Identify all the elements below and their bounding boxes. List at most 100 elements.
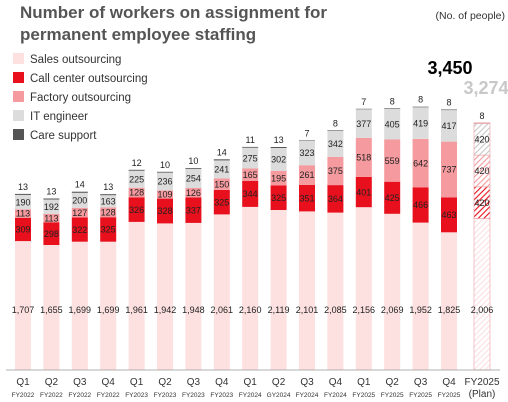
- bar-segment: [157, 171, 173, 173]
- bar-value-label: 8: [418, 95, 423, 105]
- bar-segment: [185, 222, 202, 370]
- x-axis: Q1 FY2022 Q2 FY2022 Q3 FY2022 Q4 FY2022 Q1 FY2023…: [6, 369, 500, 400]
- bar-value-label: 1,699: [97, 305, 120, 315]
- bar-value-label: 7: [304, 128, 309, 138]
- x-tick-sublabel: FY2025: [352, 392, 375, 399]
- x-tick-label: Q3: [187, 377, 201, 388]
- bar-value-label: 261: [299, 170, 314, 180]
- x-tick-label: Q4: [102, 377, 116, 388]
- bar-segment: [242, 147, 259, 169]
- bar-segment: [213, 160, 230, 179]
- bar-value-label: 1,707: [12, 305, 35, 315]
- bar-value-label: 1,825: [438, 305, 461, 315]
- x-tick-sublabel: (Plan): [469, 389, 496, 400]
- x-tick-label: Q1: [357, 377, 371, 388]
- bar-value-label: 298: [44, 229, 59, 239]
- bar-segment: [100, 241, 117, 370]
- legend-swatch: [13, 53, 24, 64]
- bar-value-label: 13: [274, 135, 284, 145]
- total-label: 3,450: [427, 58, 472, 78]
- x-tick-label: Q2: [272, 377, 286, 388]
- bar-value-label: 344: [243, 189, 258, 199]
- bar-segment: [128, 169, 145, 171]
- bar-value-label: 14: [217, 147, 227, 157]
- bar-value-label: 401: [356, 187, 371, 197]
- bar-segment: [441, 110, 457, 142]
- x-tick-label: Q2: [158, 377, 172, 388]
- bar-segment: [15, 209, 31, 218]
- bar-segment: [100, 207, 117, 218]
- unit-label: (No. of people): [436, 10, 505, 22]
- bar-value-label: 10: [160, 160, 170, 170]
- bar-value-label: 1,655: [40, 305, 63, 315]
- x-tick-label: Q3: [73, 377, 87, 388]
- x-tick-sublabel: FY2022: [12, 392, 35, 399]
- bar-segment: [270, 185, 287, 210]
- bar-value-label: 425: [385, 193, 400, 203]
- bar-value-label: 375: [328, 166, 343, 176]
- bar-segment: [473, 218, 491, 371]
- bar-value-label: 2,085: [324, 305, 347, 315]
- bar-segment: [299, 184, 315, 212]
- x-tick-sublabel: FY2023: [182, 392, 205, 399]
- bar-value-label: 254: [186, 174, 201, 184]
- bar-value-label: 2,061: [211, 305, 234, 315]
- bar-value-label: 417: [441, 121, 456, 131]
- bar-value-label: 326: [129, 205, 144, 215]
- bar-value-label: 309: [15, 225, 30, 235]
- x-tick-sublabel: FY2023: [210, 392, 233, 399]
- bar-segment: [299, 211, 315, 370]
- bar-value-label: 11: [246, 135, 255, 145]
- bar-segment: [327, 130, 344, 131]
- bar-value-label: 236: [157, 177, 172, 187]
- bar-value-label: 420: [474, 166, 489, 176]
- x-tick-sublabel: FY2022: [68, 392, 91, 399]
- legend-swatch: [13, 110, 24, 121]
- bar-segment: [242, 180, 259, 207]
- chart-title-line2: permanent employee staffing: [20, 25, 256, 44]
- x-tick-sublabel: FY2022: [40, 392, 63, 399]
- bar-value-label: 127: [72, 208, 87, 218]
- bar-value-label: 642: [413, 158, 428, 168]
- bar-value-label: 2,101: [296, 305, 319, 315]
- bar-value-label: 463: [441, 210, 456, 220]
- bar-value-label: 351: [299, 193, 314, 203]
- bar-segment: [71, 191, 88, 193]
- bar-value-label: 322: [72, 225, 87, 235]
- bar-value-label: 2,160: [239, 305, 262, 315]
- bar-segment: [327, 131, 344, 157]
- bar-value-label: 466: [413, 200, 428, 210]
- bar-value-label: 302: [271, 155, 286, 165]
- bar-value-label: 420: [474, 198, 489, 208]
- bar-value-label: 364: [328, 194, 343, 204]
- bar-segment: [242, 146, 259, 148]
- bar-value-label: 12: [132, 158, 142, 168]
- bar-segment: [355, 137, 372, 177]
- legend-swatch: [13, 91, 24, 102]
- bar-segment: [327, 156, 344, 186]
- bar-value-label: 13: [103, 182, 113, 192]
- bar-value-label: 225: [129, 174, 144, 184]
- bar-segment: [157, 172, 173, 191]
- bar-segment: [299, 165, 315, 185]
- bar-value-label: 13: [18, 182, 28, 192]
- bar-segment: [473, 122, 491, 124]
- bar-value-label: 1,961: [125, 305, 148, 315]
- bar-segment: [157, 223, 173, 370]
- bar-value-label: 195: [271, 173, 286, 183]
- bar-value-label: 323: [299, 148, 314, 158]
- bar-value-label: 2,006: [471, 305, 494, 315]
- bar-value-label: 2,156: [353, 305, 376, 315]
- bar-segment: [157, 198, 173, 224]
- x-tick-sublabel: FY2025: [438, 392, 461, 399]
- bar-segment: [100, 217, 117, 242]
- legend-swatch: [13, 129, 24, 140]
- bar-value-label: 113: [44, 214, 58, 224]
- bar-segment: [213, 178, 230, 190]
- bar-segment: [43, 199, 60, 214]
- legend-swatch: [13, 72, 24, 83]
- bar-segment: [441, 232, 457, 370]
- bar-value-label: 8: [333, 118, 338, 128]
- bar-segment: [412, 222, 429, 370]
- bar-segment: [185, 197, 202, 223]
